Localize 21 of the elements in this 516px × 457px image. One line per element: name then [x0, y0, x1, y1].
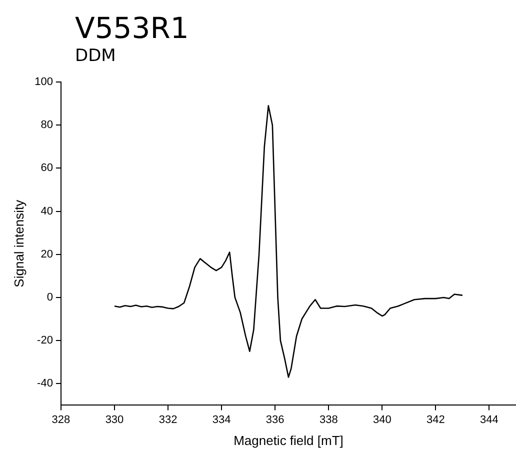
- y-tick-label: -20: [37, 334, 53, 347]
- x-tick-label: 330: [105, 414, 124, 426]
- chart-subtitle: DDM: [75, 46, 116, 66]
- x-tick-label: 334: [212, 414, 231, 426]
- x-tick-label: 328: [52, 414, 70, 426]
- y-tick-label: -40: [37, 378, 53, 390]
- y-tick-label: 20: [40, 248, 53, 260]
- x-tick-label: 338: [319, 414, 338, 426]
- y-tick-label: 0: [46, 292, 53, 304]
- x-axis-title: Magnetic field [mT]: [234, 432, 344, 448]
- y-tick-label: 80: [40, 119, 53, 132]
- x-tick-label: 340: [372, 414, 392, 426]
- x-tick-label: 332: [158, 414, 178, 426]
- x-tick-label: 344: [480, 414, 498, 426]
- x-tick-label: 342: [426, 414, 445, 426]
- x-tick-label: 336: [266, 414, 284, 426]
- y-tick-label: 40: [40, 205, 53, 218]
- y-tick-label: 60: [40, 162, 53, 174]
- y-axis-title: Signal intensity: [11, 199, 26, 288]
- chart-title: V553R1: [75, 11, 189, 45]
- y-tick-label: 100: [34, 76, 53, 88]
